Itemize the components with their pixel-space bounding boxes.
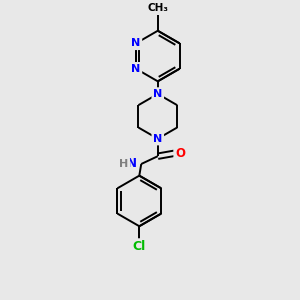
- Text: O: O: [175, 147, 185, 160]
- Text: N: N: [153, 134, 162, 144]
- Text: N: N: [131, 64, 140, 74]
- Text: H: H: [119, 159, 128, 169]
- Text: Cl: Cl: [133, 240, 146, 253]
- Text: N: N: [127, 158, 136, 170]
- Text: N: N: [153, 89, 162, 99]
- Text: N: N: [131, 38, 140, 48]
- Text: CH₃: CH₃: [147, 3, 168, 14]
